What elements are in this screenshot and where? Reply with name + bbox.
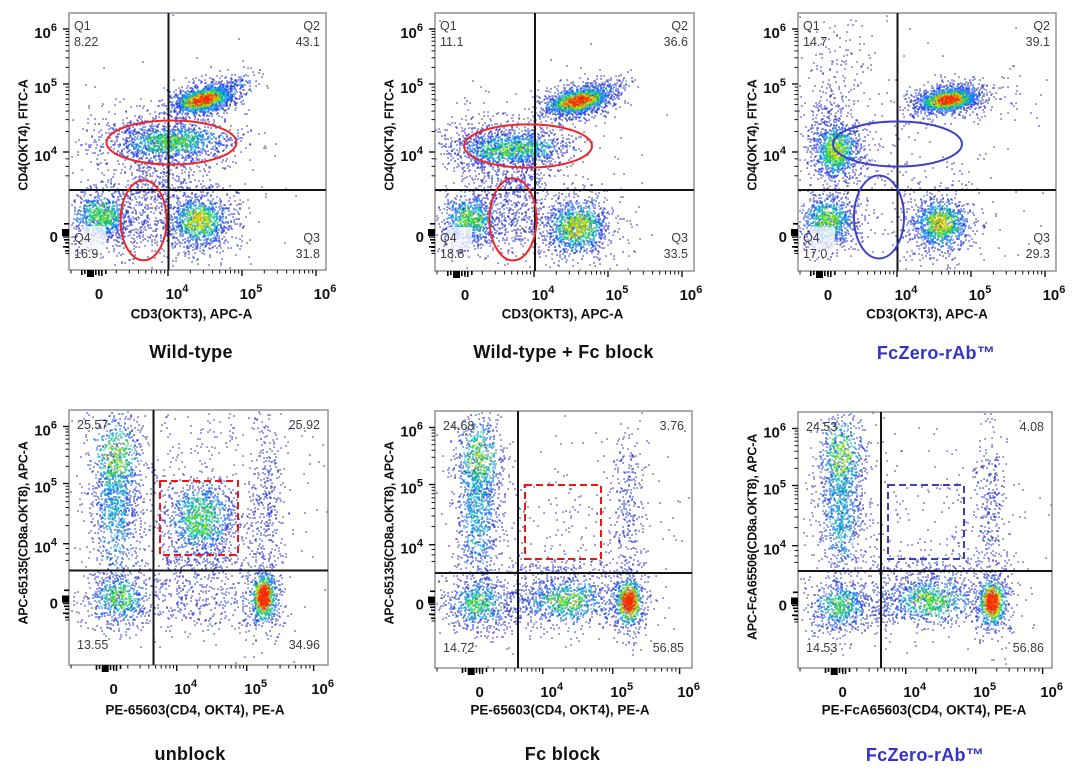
svg-text:24.68: 24.68	[443, 419, 474, 433]
svg-text:0: 0	[110, 681, 118, 698]
svg-text:29.3: 29.3	[1026, 247, 1050, 261]
svg-text:CD4(OKT4), FITC-A: CD4(OKT4), FITC-A	[383, 79, 397, 190]
svg-text:Q2: Q2	[671, 19, 688, 33]
svg-text:Q3: Q3	[303, 231, 320, 245]
svg-text:25.57: 25.57	[77, 418, 108, 432]
svg-text:0: 0	[779, 598, 787, 615]
svg-text:Q2: Q2	[1033, 19, 1050, 33]
svg-text:CD3(OKT3), APC-A: CD3(OKT3), APC-A	[866, 307, 988, 322]
svg-text:FcZero-rAb™: FcZero-rAb™	[877, 343, 995, 363]
svg-text:56.85: 56.85	[653, 641, 684, 655]
svg-text:PE-FcA65603(CD4, OKT4), PE-A: PE-FcA65603(CD4, OKT4), PE-A	[822, 703, 1027, 718]
svg-text:APC-FcA65506(CD8a.OKT8), APC-A: APC-FcA65506(CD8a.OKT8), APC-A	[746, 434, 760, 640]
svg-text:Fc block: Fc block	[525, 744, 601, 764]
svg-text:Q3: Q3	[671, 231, 688, 245]
svg-text:0: 0	[824, 287, 832, 304]
svg-text:13.55: 13.55	[77, 638, 108, 652]
svg-text:APC-65135(CD8a.OKT8), APC-A: APC-65135(CD8a.OKT8), APC-A	[383, 441, 397, 624]
svg-text:CD3(OKT3), APC-A: CD3(OKT3), APC-A	[131, 307, 253, 322]
svg-text:PE-65603(CD4, OKT4), PE-A: PE-65603(CD4, OKT4), PE-A	[105, 703, 285, 718]
svg-text:Q1: Q1	[440, 19, 457, 33]
svg-text:0: 0	[416, 597, 424, 614]
svg-text:36.6: 36.6	[664, 35, 688, 49]
svg-text:Q4: Q4	[803, 231, 820, 245]
svg-text:PE-65603(CD4, OKT4), PE-A: PE-65603(CD4, OKT4), PE-A	[470, 703, 650, 718]
svg-text:16.9: 16.9	[74, 247, 98, 261]
svg-text:CD3(OKT3), APC-A: CD3(OKT3), APC-A	[502, 307, 624, 322]
svg-text:14.7: 14.7	[803, 35, 827, 49]
svg-text:14.72: 14.72	[443, 641, 474, 655]
svg-text:56.86: 56.86	[1013, 641, 1044, 655]
svg-text:0: 0	[839, 684, 847, 701]
svg-text:0: 0	[50, 229, 58, 246]
svg-text:25.92: 25.92	[289, 418, 320, 432]
svg-text:3.76: 3.76	[660, 419, 684, 433]
svg-text:Wild-type + Fc block: Wild-type + Fc block	[473, 342, 654, 362]
svg-text:0: 0	[461, 287, 469, 304]
svg-text:0: 0	[416, 229, 424, 246]
svg-text:33.5: 33.5	[664, 247, 688, 261]
svg-text:0: 0	[779, 229, 787, 246]
svg-text:0: 0	[50, 596, 58, 613]
svg-text:4.08: 4.08	[1020, 420, 1044, 434]
svg-text:11.1: 11.1	[440, 35, 463, 49]
svg-text:FcZero-rAb™: FcZero-rAb™	[866, 745, 984, 765]
svg-text:Q1: Q1	[74, 19, 91, 33]
svg-text:8.22: 8.22	[74, 35, 98, 49]
svg-text:0: 0	[95, 286, 103, 303]
svg-text:0: 0	[476, 684, 484, 701]
svg-text:Q1: Q1	[803, 19, 820, 33]
svg-text:18.8: 18.8	[440, 247, 464, 261]
svg-text:39.1: 39.1	[1026, 35, 1050, 49]
svg-text:Q2: Q2	[303, 19, 320, 33]
svg-text:APC-65135(CD8a.OKT8), APC-A: APC-65135(CD8a.OKT8), APC-A	[17, 441, 31, 624]
svg-text:Q3: Q3	[1033, 231, 1050, 245]
svg-text:34.96: 34.96	[289, 638, 320, 652]
svg-text:CD4(OKT4), FITC-A: CD4(OKT4), FITC-A	[17, 79, 31, 190]
svg-text:31.8: 31.8	[296, 247, 320, 261]
svg-text:Q4: Q4	[74, 231, 91, 245]
svg-text:17.0: 17.0	[803, 247, 827, 261]
svg-text:unblock: unblock	[154, 744, 226, 764]
svg-text:CD4(OKT4), FITC-A: CD4(OKT4), FITC-A	[746, 79, 760, 190]
svg-text:24.53: 24.53	[806, 420, 837, 434]
svg-text:Wild-type: Wild-type	[149, 342, 233, 362]
svg-text:14.53: 14.53	[806, 641, 837, 655]
svg-text:Q4: Q4	[440, 231, 457, 245]
svg-text:43.1: 43.1	[296, 35, 320, 49]
